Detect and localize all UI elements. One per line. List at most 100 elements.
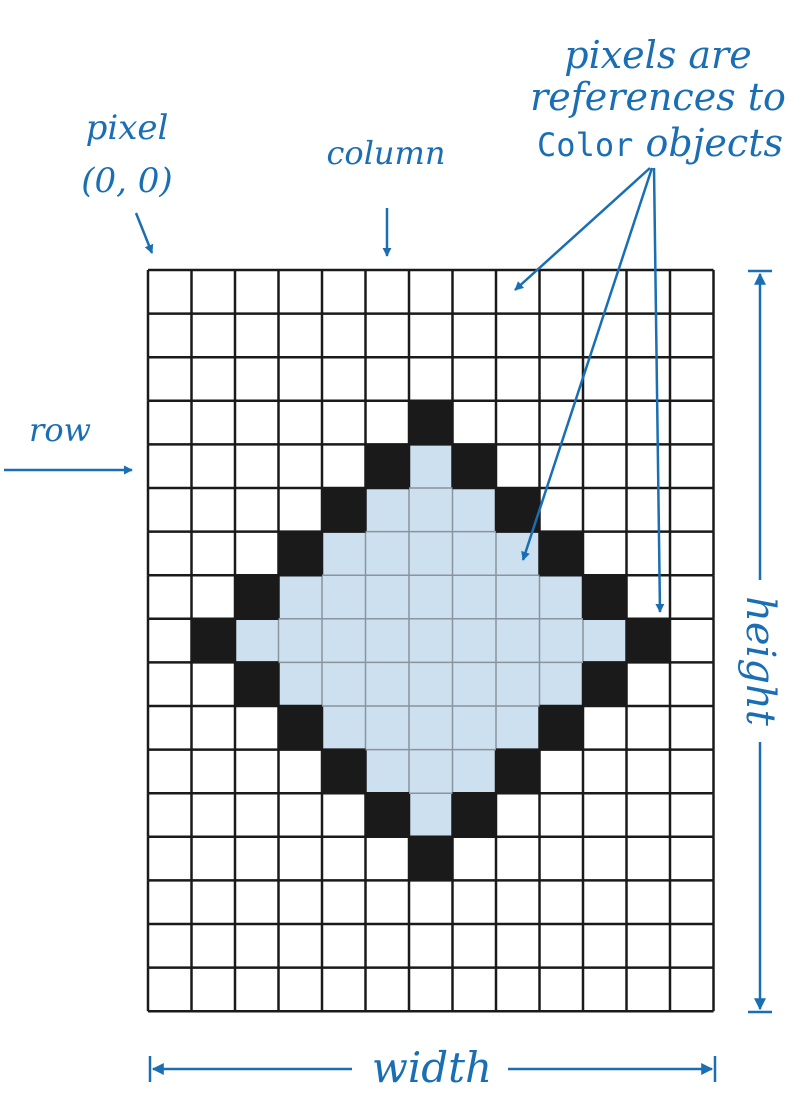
pixel-cell xyxy=(496,357,540,401)
pixel-cell xyxy=(278,706,322,750)
pixel-cell xyxy=(626,531,670,576)
pixel-cell xyxy=(539,531,583,576)
pixel-cell xyxy=(278,836,322,881)
pixel-cell xyxy=(191,793,235,837)
pixel-cell xyxy=(496,313,540,358)
pixel-cell xyxy=(191,706,235,750)
pixel-cell xyxy=(539,400,583,445)
pixel-cell xyxy=(583,836,627,881)
pixel-cell xyxy=(278,313,322,358)
pixel-cell xyxy=(539,662,583,706)
pixel-cell xyxy=(365,749,409,794)
pixel-cell xyxy=(539,618,583,663)
pixel-cell xyxy=(539,444,583,488)
pixel-cell xyxy=(191,531,235,576)
pixel-cell xyxy=(409,313,453,358)
pixel-cell xyxy=(322,444,366,488)
pixel-cell xyxy=(235,706,279,750)
pixel-cell xyxy=(148,575,192,619)
pixel-cell xyxy=(626,444,670,488)
pixel-cell xyxy=(148,270,192,314)
pixel-cell xyxy=(278,662,322,706)
pixel-cells xyxy=(148,270,714,1012)
pixel-cell xyxy=(670,444,714,488)
pixel-cell xyxy=(539,880,583,924)
pixel-cell xyxy=(409,400,453,445)
pixel-cell xyxy=(409,618,453,663)
pixel-cell xyxy=(278,270,322,314)
pixel-cell xyxy=(670,488,714,532)
pixel-cell xyxy=(496,400,540,445)
pixel-cell xyxy=(539,967,583,1012)
pixel-cell xyxy=(409,967,453,1012)
pixel-cell xyxy=(452,880,496,924)
pixel-cell xyxy=(365,924,409,968)
pixel-cell xyxy=(365,967,409,1012)
pixel-cell xyxy=(670,400,714,445)
color-class-name: Color xyxy=(537,126,633,164)
pixel-cell xyxy=(322,749,366,794)
pixel-cell xyxy=(452,924,496,968)
pixel-origin-coords: (0, 0) xyxy=(81,161,172,201)
pixel-cell xyxy=(539,357,583,401)
pixel-cell xyxy=(235,575,279,619)
pixel-cell xyxy=(148,749,192,794)
pixel-cell xyxy=(322,575,366,619)
pixel-cell xyxy=(191,270,235,314)
pixel-cell xyxy=(365,836,409,881)
reference-arrow-to-blue-pixel xyxy=(521,167,654,561)
pixel-cell xyxy=(278,444,322,488)
pixel-cell xyxy=(235,444,279,488)
pixel-cell xyxy=(539,924,583,968)
pixel-cell xyxy=(365,488,409,532)
pixel-cell xyxy=(626,706,670,750)
pixel-cell xyxy=(670,270,714,314)
pixel-cell xyxy=(496,575,540,619)
pixel-cell xyxy=(235,880,279,924)
pixel-cell xyxy=(278,880,322,924)
pixel-cell xyxy=(452,706,496,750)
pixel-cell xyxy=(626,967,670,1012)
pixel-cell xyxy=(322,836,366,881)
pixel-cell xyxy=(626,618,670,663)
pixel-cell xyxy=(278,793,322,837)
pixel-cell xyxy=(626,270,670,314)
pixel-cell xyxy=(322,793,366,837)
pixel-cell xyxy=(191,357,235,401)
pixel-cell xyxy=(496,924,540,968)
pixel-cell xyxy=(452,836,496,881)
pixel-cell xyxy=(409,531,453,576)
pixel-cell xyxy=(670,618,714,663)
pixel-cell xyxy=(539,836,583,881)
pixel-cell xyxy=(322,488,366,532)
pixel-cell xyxy=(670,749,714,794)
pixel-cell xyxy=(496,706,540,750)
pixel-cell xyxy=(452,618,496,663)
pixel-cell xyxy=(670,575,714,619)
pixel-cell xyxy=(496,488,540,532)
pixel-cell xyxy=(235,618,279,663)
pixel-cell xyxy=(191,618,235,663)
pixel-cell xyxy=(626,313,670,358)
pixel-cell xyxy=(583,270,627,314)
pixel-cell xyxy=(148,793,192,837)
pixel-cell xyxy=(278,618,322,663)
pixel-cell xyxy=(539,749,583,794)
pixel-cell xyxy=(322,270,366,314)
pixel-cell xyxy=(452,793,496,837)
pixel-cell xyxy=(322,531,366,576)
pixel-cell xyxy=(148,357,192,401)
pixel-cell xyxy=(583,749,627,794)
pixel-cell xyxy=(670,531,714,576)
pixel-cell xyxy=(452,400,496,445)
pixel-cell xyxy=(148,531,192,576)
pixel-cell xyxy=(235,836,279,881)
pixel-cell xyxy=(409,575,453,619)
width-label: width xyxy=(372,1043,492,1092)
pixel-cell xyxy=(626,400,670,445)
pixel-cell xyxy=(278,531,322,576)
pixel-cell xyxy=(148,924,192,968)
pixel-cell xyxy=(670,880,714,924)
pixel-cell xyxy=(670,836,714,881)
